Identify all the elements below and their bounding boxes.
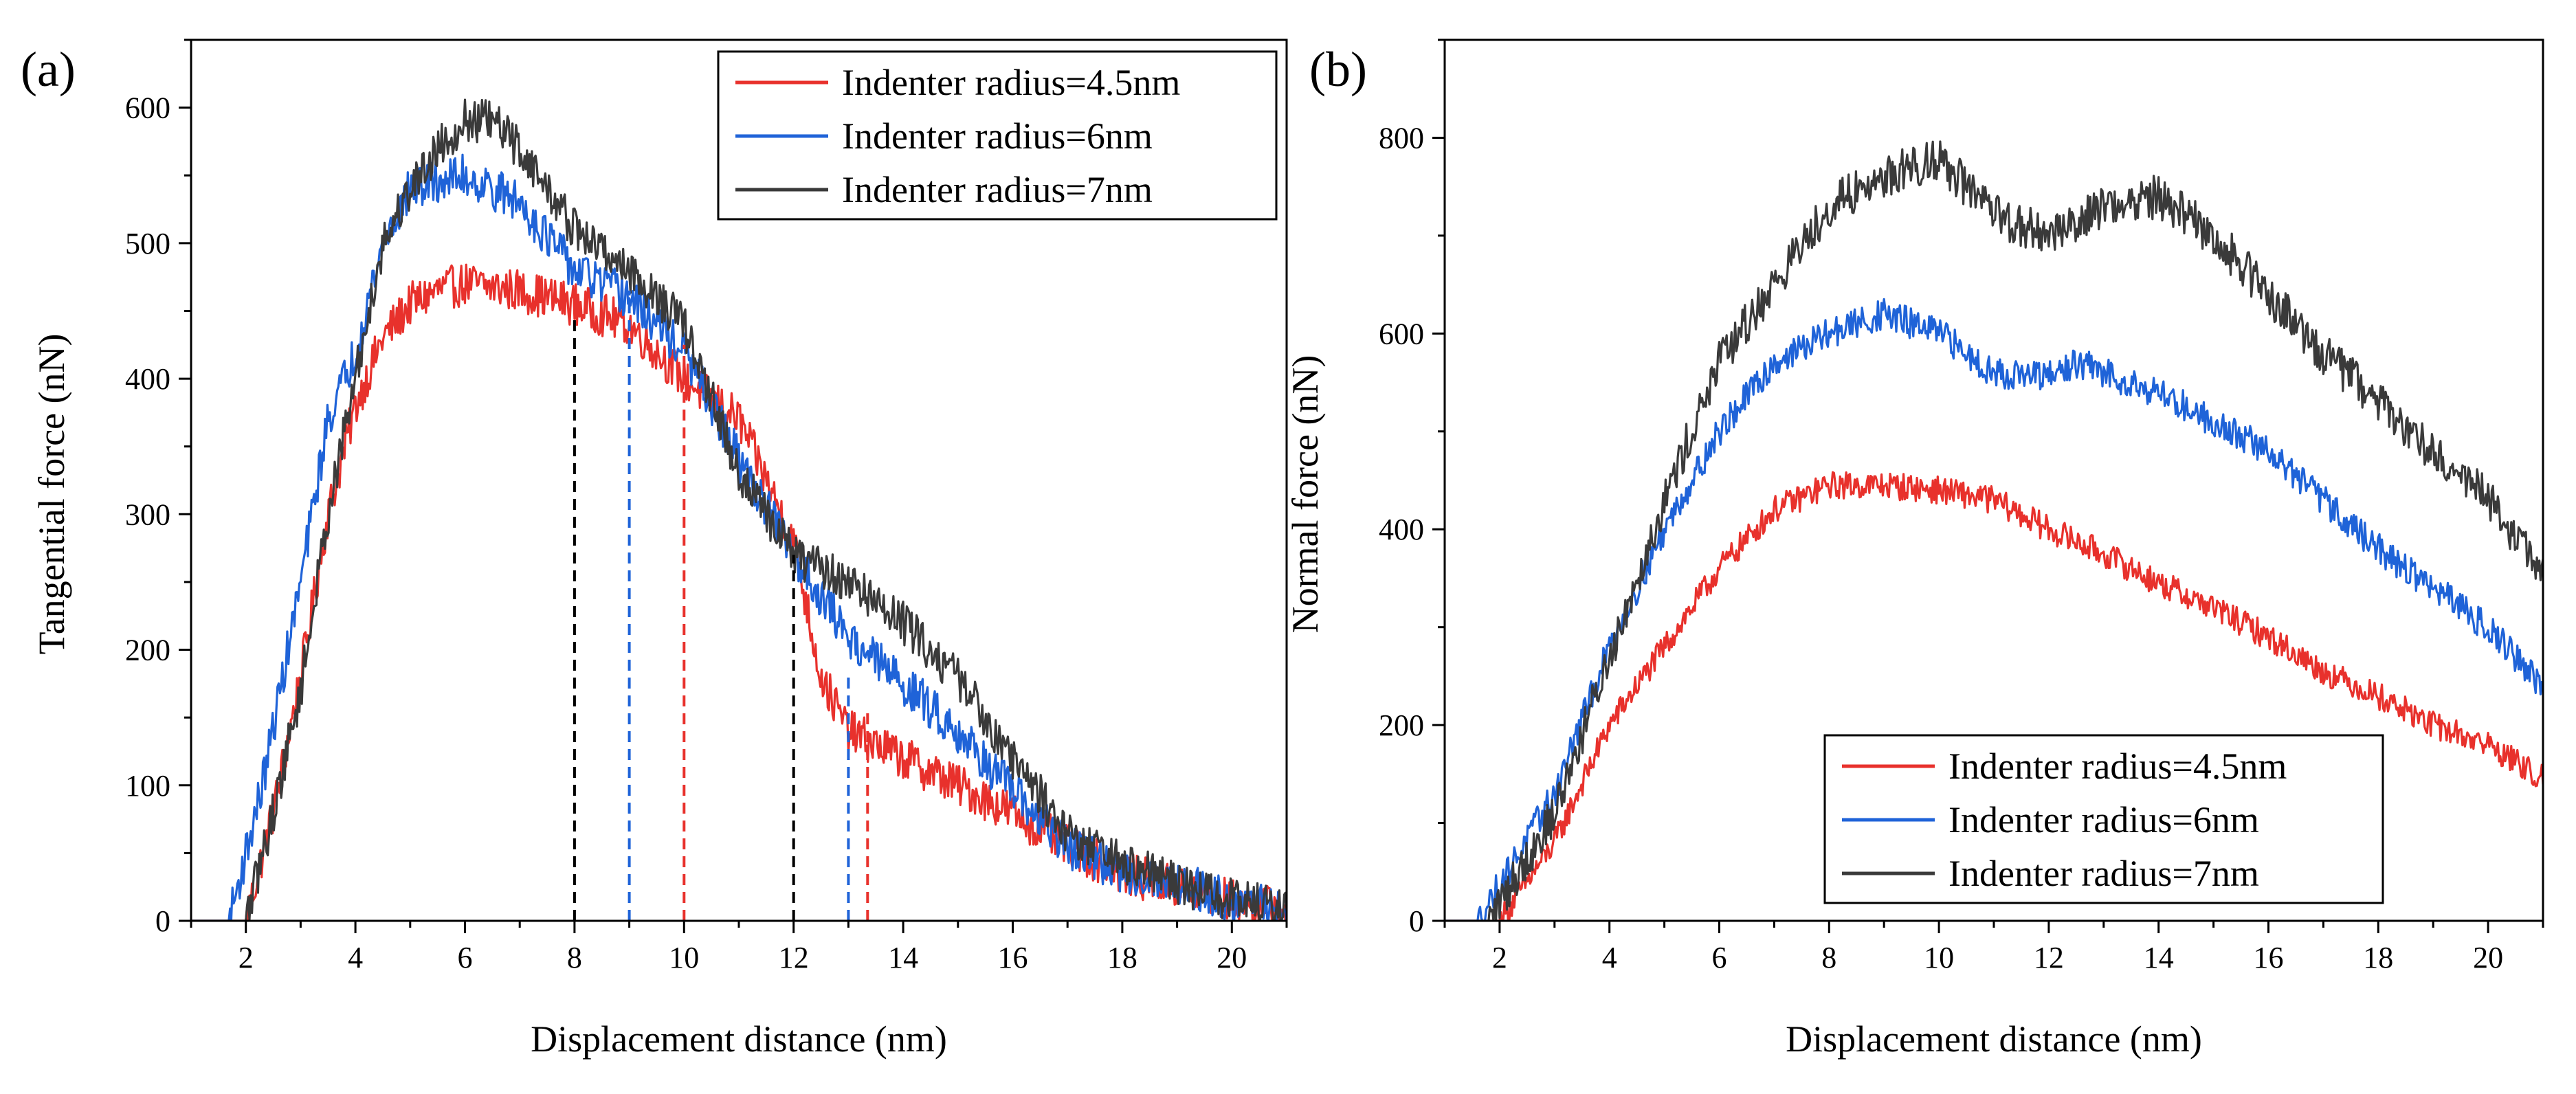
y-tick-label: 100 <box>125 769 170 803</box>
x-tick-label: 12 <box>2034 941 2064 974</box>
y-axis-ticks: 0 100 200 300 400 500 600 <box>125 38 191 938</box>
y-tick-label: 0 <box>155 904 170 938</box>
y-tick-label: 500 <box>125 227 170 260</box>
x-tick-label: 4 <box>348 941 363 974</box>
y-axis-title: Tangential force (nN) <box>31 334 72 655</box>
x-tick-label: 10 <box>1924 941 1954 974</box>
series-lines <box>191 98 1287 921</box>
legend-label-2: Indenter radius=7nm <box>1948 853 2259 894</box>
x-axis-title: Displacement distance (nm) <box>531 1018 947 1060</box>
reference-lines <box>573 290 869 921</box>
panel-label-a: (a) <box>21 42 76 97</box>
y-tick-label: 200 <box>1379 708 1424 742</box>
y-tick-label: 400 <box>1379 513 1424 546</box>
x-axis-ticks: 2 4 6 8 10 12 14 16 18 20 <box>190 921 1288 974</box>
x-tick-label: 4 <box>1602 941 1617 974</box>
y-tick-label: 600 <box>125 91 170 125</box>
legend-label-0: Indenter radius=4.5nm <box>1948 746 2287 787</box>
x-tick-label: 8 <box>1821 941 1836 974</box>
y-tick-label: 0 <box>1409 904 1424 938</box>
x-tick-label: 12 <box>779 941 809 974</box>
x-tick-label: 10 <box>669 941 699 974</box>
y-tick-label: 400 <box>125 362 170 396</box>
legend: Indenter radius=4.5nm Indenter radius=6nm… <box>1823 734 2384 904</box>
series-line-2 <box>1445 140 2543 921</box>
x-tick-label: 14 <box>2144 941 2174 974</box>
chart-panel-b: (b) 2 4 6 8 10 12 14 16 18 20 0 200 400 600 800 Displ… <box>1285 38 2544 1060</box>
legend-label-1: Indenter radius=6nm <box>1948 799 2259 840</box>
x-tick-label: 14 <box>888 941 918 974</box>
series-line-2 <box>191 98 1287 921</box>
legend-label-0: Indenter radius=4.5nm <box>842 62 1180 103</box>
series-lines <box>1445 140 2543 921</box>
legend-label-2: Indenter radius=7nm <box>842 169 1153 210</box>
x-tick-label: 6 <box>458 941 473 974</box>
series-line-0 <box>1445 471 2543 921</box>
x-tick-label: 2 <box>238 941 254 974</box>
y-tick-label: 300 <box>125 498 170 531</box>
y-axis-title: Normal force (nN) <box>1285 355 1326 634</box>
x-tick-label: 18 <box>2363 941 2393 974</box>
x-tick-label: 2 <box>1492 941 1507 974</box>
y-tick-label: 200 <box>125 634 170 667</box>
y-tick-label: 800 <box>1379 121 1424 155</box>
x-tick-label: 6 <box>1712 941 1727 974</box>
y-tick-label: 600 <box>1379 317 1424 350</box>
x-tick-label: 8 <box>567 941 582 974</box>
y-axis-ticks: 0 200 400 600 800 <box>1379 38 1445 938</box>
panel-label-b: (b) <box>1309 42 1367 97</box>
x-tick-label: 20 <box>1217 941 1247 974</box>
legend: Indenter radius=4.5nm Indenter radius=6nm… <box>717 50 1278 221</box>
legend-label-1: Indenter radius=6nm <box>842 115 1153 157</box>
x-tick-label: 16 <box>998 941 1028 974</box>
chart-panel-a: (a) 2 4 6 8 10 12 14 16 18 20 0 100 200 300 400 500 600… <box>21 38 1288 1060</box>
x-tick-label: 16 <box>2254 941 2284 974</box>
x-tick-label: 18 <box>1107 941 1137 974</box>
x-axis-title: Displacement distance (nm) <box>1786 1018 2202 1060</box>
x-tick-label: 20 <box>2473 941 2503 974</box>
x-axis-ticks: 2 4 6 8 10 12 14 16 18 20 <box>1443 921 2544 974</box>
